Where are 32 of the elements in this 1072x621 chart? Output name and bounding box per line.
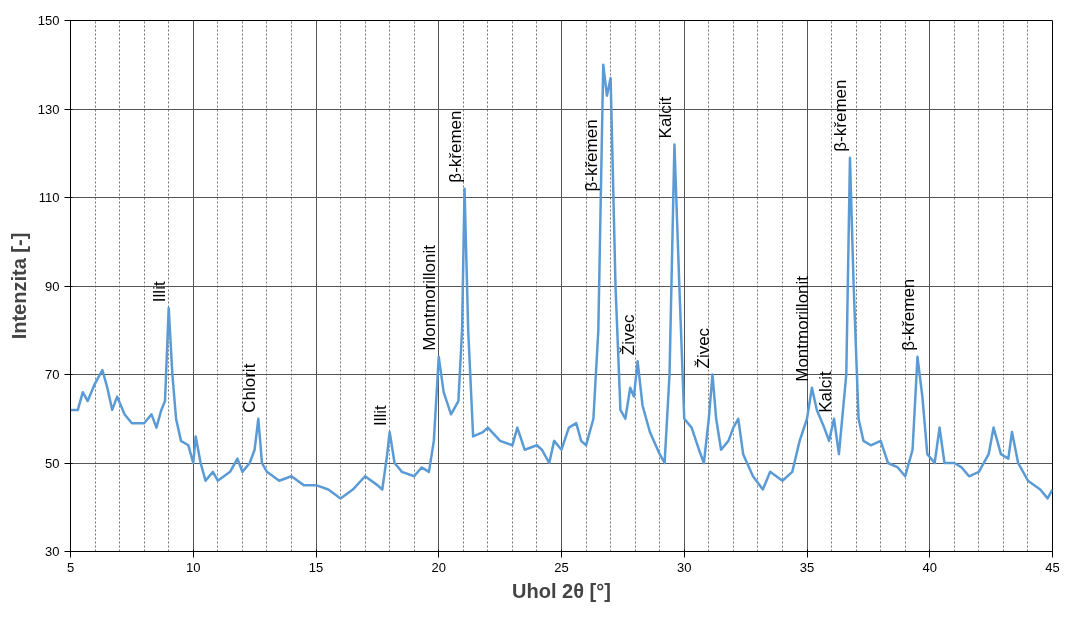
x-tick-label: 35 (799, 559, 815, 575)
annotation: Živec (619, 314, 639, 356)
annotation: Montmorillonit (420, 244, 440, 351)
y-tick-label: 110 (38, 190, 60, 205)
y-tick-label: 130 (37, 101, 60, 117)
annotation: Chlorit (239, 363, 259, 413)
annotation: β-křemen (446, 110, 466, 183)
x-tick-label: 20 (431, 559, 446, 575)
annotation: β-křemen (582, 119, 602, 192)
x-tick-label: 5 (66, 559, 75, 575)
line-series (70, 63, 1053, 500)
x-axis-title: Uhol 2θ [°] (512, 579, 611, 602)
annotation: Illit (371, 404, 391, 427)
y-axis-title: Intenzita [-] (7, 232, 30, 340)
annotation: Montmorillonit (793, 275, 813, 382)
x-tick-label: 45 (1045, 559, 1060, 575)
annotation: β-křemen (898, 278, 918, 351)
x-tick-label: 15 (308, 559, 324, 575)
annotation: Kalcit (815, 370, 835, 413)
x-tick-label: 30 (677, 559, 692, 575)
annotation: Illit (150, 281, 170, 303)
y-tick-label: 50 (45, 455, 60, 471)
x-tick-label: 10 (186, 559, 201, 575)
x-tick-label: 40 (922, 559, 937, 575)
annotation: β-křemen (831, 79, 851, 152)
x-tick-label: 25 (554, 559, 569, 575)
y-tick-label: 70 (45, 367, 60, 382)
annotation: Živec (693, 327, 713, 369)
y-tick-label: 150 (37, 13, 60, 28)
y-tick-label: 30 (45, 544, 60, 559)
annotation: Kalcit (655, 96, 675, 139)
y-tick-label: 90 (45, 278, 60, 294)
